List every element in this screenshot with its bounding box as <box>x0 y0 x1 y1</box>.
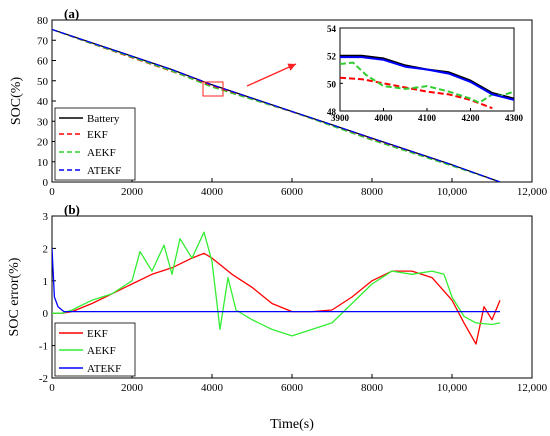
legend-a-ekf-label: EKF <box>87 129 108 141</box>
panel-b-ytick-label: 0 <box>43 308 49 320</box>
panel-a-ylabel: SOC(%) <box>9 77 24 126</box>
inset-ytick-label: 50 <box>327 79 337 89</box>
series-line-ekf <box>340 76 493 110</box>
panel-b-xtick-label: 8000 <box>361 382 384 394</box>
panel-b-ytick-label: 3 <box>43 211 49 223</box>
inset-series <box>340 54 514 110</box>
panel-b-xlabel: Time(s) <box>270 417 314 432</box>
inset-xtick-label: 4100 <box>418 113 437 123</box>
panel-a-label: (a) <box>64 6 79 21</box>
panel-b-ytick-label: -2 <box>39 373 48 385</box>
panel-b-ytick-label: 1 <box>43 276 49 288</box>
panel-a-xtick-label: 4000 <box>201 186 224 198</box>
legend-b-ekf-label: EKF <box>87 328 108 340</box>
series-line-atekf <box>52 248 500 313</box>
panel-b: (b) SOC error(%) Time(s) 0 2000 4000 6000 80… <box>7 202 548 432</box>
panel-a-xtick-label: 10,000 <box>437 186 468 198</box>
panel-a-ytick-label: 40 <box>37 96 49 108</box>
inset-plot: 3900 4000 4100 4200 4300 48 50 52 54 <box>327 24 524 123</box>
panel-a-xtick-label: 6000 <box>281 186 304 198</box>
panel-a-xtick-label: 2000 <box>121 186 144 198</box>
legend-b-atekf-label: ATEKF <box>87 363 121 375</box>
panel-a-legend: Battery EKF AEKF ATEKF <box>54 107 136 181</box>
panel-b-xtick-label: 12,000 <box>517 382 548 394</box>
panel-a: (a) SOC(%) 0 2000 4000 6000 8000 10,000 12,000… <box>9 6 548 198</box>
panel-b-legend: EKF AEKF ATEKF <box>54 322 136 377</box>
panel-a-legend-box <box>54 107 136 181</box>
panel-a-ytick-label: 30 <box>37 116 49 128</box>
panel-b-ytick-label: -1 <box>39 341 48 353</box>
legend-a-aekf-label: AEKF <box>87 147 116 159</box>
series-line-atekf <box>340 56 514 101</box>
inset-xtick-label: 4000 <box>375 113 394 123</box>
zoom-region-box <box>202 81 224 97</box>
zoom-arrow <box>246 63 297 87</box>
series-line-aekf <box>52 231 501 337</box>
panel-a-series <box>52 28 501 182</box>
panel-b-ticks: 0 2000 4000 6000 8000 10,000 12,000 -2 -1 0 1 2 3 <box>39 211 548 394</box>
panel-b-xtick-label: 2000 <box>121 382 144 394</box>
panel-a-xtick-label: 12,000 <box>517 186 548 198</box>
series-line-atekf <box>52 28 501 182</box>
panel-a-ytick-label: 0 <box>43 177 49 189</box>
panel-a-ytick-label: 80 <box>37 15 49 27</box>
panel-b-xtick-label: 10,000 <box>437 382 468 394</box>
panel-a-xtick-label: 8000 <box>361 186 384 198</box>
panel-a-ytick-label: 60 <box>37 56 49 68</box>
inset-ytick-label: 54 <box>327 24 337 34</box>
panel-b-ylabel: SOC error(%) <box>7 257 22 336</box>
panel-b-xtick-label: 6000 <box>281 382 304 394</box>
panel-b-xtick-label: 4000 <box>201 382 224 394</box>
panel-a-ytick-label: 10 <box>37 157 49 169</box>
inset-xtick-label: 4200 <box>462 113 481 123</box>
panel-b-label: (b) <box>64 202 80 217</box>
legend-a-battery-label: Battery <box>87 113 120 125</box>
panel-a-ticks: 0 2000 4000 6000 8000 10,000 12,000 0 10 20 30 40 50… <box>37 15 548 198</box>
legend-a-atekf-label: ATEKF <box>87 165 121 177</box>
inset-ytick-label: 48 <box>327 107 337 117</box>
panel-a-xtick-label: 0 <box>49 186 55 198</box>
panel-b-ytick-label: 2 <box>43 243 49 255</box>
inset-xtick-label: 4300 <box>505 113 524 123</box>
inset-ticks: 3900 4000 4100 4200 4300 48 50 52 54 <box>327 24 524 123</box>
inset-ytick-label: 52 <box>327 52 337 62</box>
inset-xtick-label: 3900 <box>331 113 350 123</box>
panel-b-series <box>52 231 501 345</box>
legend-b-aekf-label: AEKF <box>87 345 116 357</box>
panel-a-ytick-label: 50 <box>37 76 49 88</box>
panel-a-ytick-label: 70 <box>37 35 49 47</box>
panel-b-xtick-label: 0 <box>49 382 55 394</box>
panel-a-ytick-label: 20 <box>37 137 49 149</box>
